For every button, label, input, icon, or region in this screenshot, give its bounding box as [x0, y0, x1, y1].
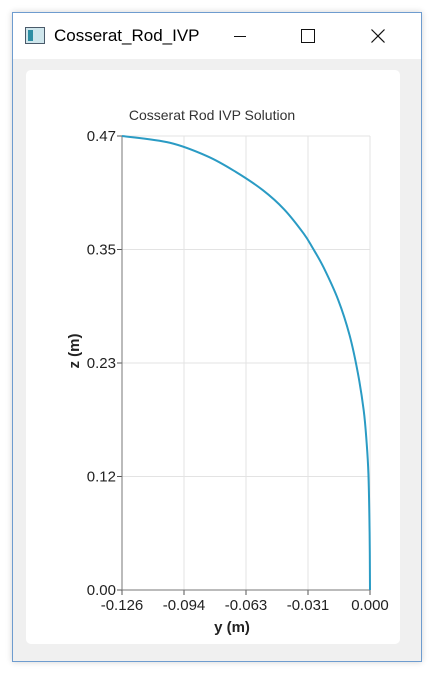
- app-window: Cosserat_Rod_IVP -0.126 -0.094 -0.063 -0.03…: [12, 12, 422, 662]
- app-icon: [25, 27, 45, 44]
- series-line-0: [121, 135, 371, 591]
- close-button[interactable]: [355, 13, 401, 59]
- y-tick-label: 0.12: [87, 469, 116, 486]
- grid: [121, 135, 371, 591]
- x-tick-label: 0.000: [351, 597, 389, 614]
- series-layer: [121, 135, 371, 591]
- y-axis-label: z (m): [66, 334, 83, 369]
- maximize-button[interactable]: [285, 13, 331, 59]
- axes: [117, 135, 371, 595]
- x-tick-label: -0.126: [101, 597, 144, 614]
- y-tick-label: 0.47: [87, 128, 116, 145]
- x-tick-label: -0.094: [163, 597, 206, 614]
- x-axis-label: y (m): [214, 619, 250, 636]
- x-tick-label: -0.063: [225, 597, 268, 614]
- maximize-icon: [301, 29, 315, 43]
- minimize-button[interactable]: [217, 13, 263, 59]
- minimize-icon: [234, 36, 246, 37]
- y-tick-label: 0.00: [87, 582, 116, 599]
- close-icon: [371, 29, 385, 43]
- chart: -0.126 -0.094 -0.063 -0.031 0.000 0.00 0.12 0.2…: [66, 107, 389, 636]
- title-bar[interactable]: Cosserat_Rod_IVP: [13, 13, 421, 59]
- y-tick-label: 0.35: [87, 242, 116, 259]
- y-tick-label: 0.23: [87, 355, 116, 372]
- chart-title: Cosserat Rod IVP Solution: [129, 107, 295, 123]
- tick-labels: -0.126 -0.094 -0.063 -0.031 0.000 0.00 0.12 0.2…: [87, 128, 389, 614]
- chart-panel: -0.126 -0.094 -0.063 -0.031 0.000 0.00 0.12 0.2…: [26, 70, 400, 644]
- x-tick-label: -0.031: [287, 597, 330, 614]
- window-title: Cosserat_Rod_IVP: [54, 26, 200, 45]
